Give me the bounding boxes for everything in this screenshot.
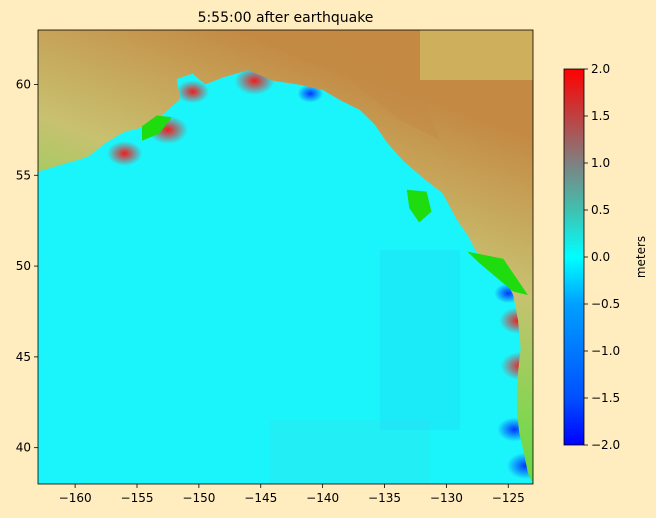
x-tick-label: −125	[492, 491, 525, 505]
x-tick-label: −135	[368, 491, 401, 505]
x-tick-label: −140	[306, 491, 339, 505]
x-tick-label: −160	[59, 491, 92, 505]
colorbar-tick-label: 1.5	[591, 109, 610, 123]
colorbar-tick-label: −1.5	[591, 391, 620, 405]
ocean-shade	[380, 250, 460, 430]
colorbar-tick-label: 2.0	[591, 62, 610, 76]
x-axis: −160 −155 −150 −145 −140 −135 −130 −125	[59, 484, 525, 505]
colorbar-label: meters	[634, 236, 648, 278]
colorbar-tick-label: 0.5	[591, 203, 610, 217]
plot-frame	[37, 29, 534, 485]
y-tick-label: 55	[16, 168, 31, 182]
wave-amplitude-mark	[107, 141, 143, 166]
colorbar-tick-label: 0.0	[591, 250, 610, 264]
y-tick-label: 60	[16, 77, 31, 91]
y-tick-label: 50	[16, 259, 31, 273]
y-tick-label: 40	[16, 441, 31, 455]
ocean-shade	[270, 420, 430, 484]
island	[406, 189, 432, 223]
x-tick-label: −155	[121, 491, 154, 505]
x-tick-label: −145	[244, 491, 277, 505]
x-tick-label: −150	[182, 491, 215, 505]
land-mass	[38, 30, 533, 484]
island	[142, 115, 172, 141]
colorbar-tick-label: 1.0	[591, 156, 610, 170]
colorbar	[563, 68, 585, 446]
colorbar-tick-label: −2.0	[591, 438, 620, 452]
colorbar-tick-label: −1.0	[591, 344, 620, 358]
mountain-range	[255, 36, 440, 140]
x-tick-label: −130	[430, 491, 463, 505]
wave-amplitude-mark	[297, 84, 324, 103]
wave-amplitude-mark	[176, 80, 210, 104]
chart-title: 5:55:00 after earthquake	[198, 10, 374, 26]
island	[467, 251, 528, 296]
highlands	[420, 30, 533, 80]
map-area	[38, 30, 533, 484]
colorbar-ticks: 2.0 1.5 1.0 0.5 0.0 −0.5 −1.0 −1.5 −2.0	[584, 62, 620, 452]
colorbar-tick-label: −0.5	[591, 297, 620, 311]
y-axis: 40 45 50 55 60	[16, 77, 38, 455]
islands	[142, 115, 528, 296]
y-tick-label: 45	[16, 350, 31, 364]
